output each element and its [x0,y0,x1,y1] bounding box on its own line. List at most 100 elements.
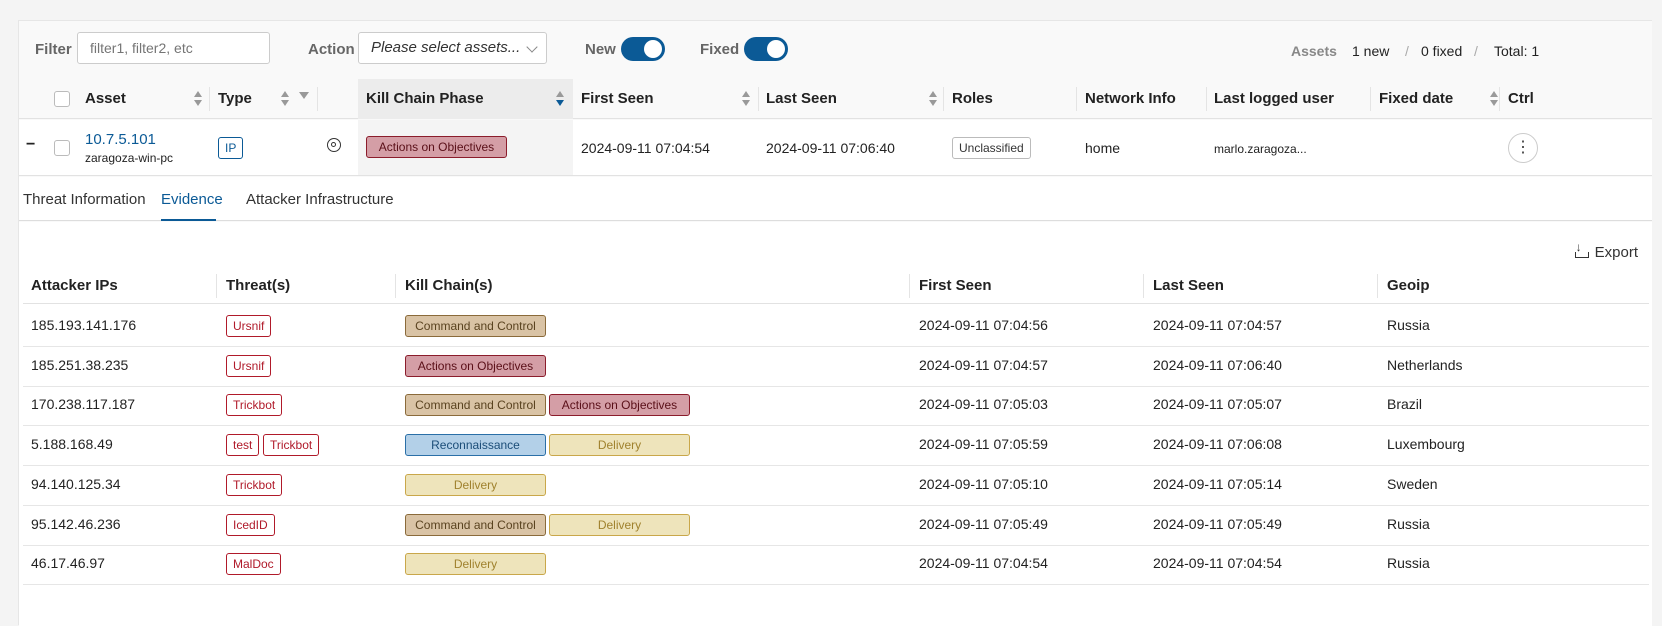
threat-badge: Trickbot [226,394,283,417]
tab-attacker-infrastructure[interactable]: Attacker Infrastructure [246,191,394,208]
kill-chain-badge: Delivery [549,434,690,457]
col-last-seen[interactable]: Last Seen [766,79,941,119]
kill-chain-badge: Delivery [549,513,690,536]
kill-chain-badge: Actions on Objectives [366,136,507,158]
evidence-last-seen: 2024-09-11 07:04:57 [1153,317,1282,333]
col-first-seen-label: First Seen [581,90,654,107]
col-last-user: Last logged user [1214,79,1364,119]
chevron-down-icon [526,41,538,53]
evidence-row: 170.238.117.187 Trickbot Command and Contr… [23,384,1649,427]
col-roles: Roles [952,79,1072,119]
col-asset-label: Asset [85,90,126,107]
geoip-link[interactable]: Brazil [1387,396,1423,413]
attacker-ip-link[interactable]: 46.17.46.97 [31,555,105,572]
col-ctrl-label: Ctrl [1508,90,1534,107]
geoip-link[interactable]: Netherlands [1387,356,1463,373]
col-threats: Threat(s) [226,277,291,294]
evidence-row: 185.193.141.176 Ursnif Command and Control… [23,305,1649,347]
col-last-user-label: Last logged user [1214,90,1335,107]
col-kill-chain[interactable]: Kill Chain Phase [358,79,573,119]
col-evidence-last-seen: Last Seen [1153,277,1224,294]
threat-badge: Ursnif [226,354,272,377]
tab-threat-information[interactable]: Threat Information [23,191,146,208]
stats-fixed: 0 fixed [1421,43,1463,59]
stats-separator: / [1405,43,1409,59]
network-info: home [1085,140,1121,156]
kill-chain-badge: Actions on Objectives [405,354,546,377]
asset-row[interactable]: − 10.7.5.101 zaragoza-win-pc IP Actions … [19,120,1652,176]
asset-first-seen: 2024-09-11 07:04:54 [581,140,710,156]
evidence-first-seen: 2024-09-11 07:05:03 [919,396,1048,413]
stats-separator: / [1474,43,1478,59]
kill-chain-cell: Actions on Objectives [358,120,573,175]
evidence-last-seen: 2024-09-11 07:05:07 [1153,396,1282,413]
evidence-last-seen: 2024-09-11 07:06:40 [1153,356,1282,373]
col-last-seen-label: Last Seen [766,90,837,107]
stats-total: Total: 1 [1494,43,1540,59]
filter-input[interactable] [77,32,270,64]
column-divider [209,87,210,111]
attacker-ip-link[interactable]: 170.238.117.187 [31,396,136,413]
attacker-ip-link[interactable]: 95.142.46.236 [31,515,121,532]
column-divider [395,274,396,298]
last-logged-user: marlo.zaragoza... [1214,142,1307,156]
action-select[interactable]: Please select assets... [358,32,547,64]
geoip-link[interactable]: Luxembourg [1387,436,1465,453]
kill-chain-badge: Reconnaissance [405,434,546,457]
column-divider [943,87,944,111]
role-badge: Unclassified [952,137,1031,159]
evidence-last-seen: 2024-09-11 07:04:54 [1153,555,1282,572]
new-toggle[interactable] [621,37,665,61]
evidence-first-seen: 2024-09-11 07:04:54 [919,555,1048,572]
col-network-label: Network Info [1085,90,1176,107]
geoip-link[interactable]: Sweden [1387,475,1438,492]
target-icon[interactable] [327,138,341,152]
export-button[interactable]: Export [1574,240,1638,261]
kill-chain-badge: Command and Control [405,315,546,337]
asset-ip-link[interactable]: 10.7.5.101 [85,131,156,148]
attacker-ip-link[interactable]: 185.193.141.176 [31,317,137,333]
evidence-panel: Export Attacker IPs Threat(s) Kill Chain… [19,222,1652,626]
column-divider [1206,87,1207,111]
col-network-info: Network Info [1085,79,1205,119]
more-actions-icon[interactable]: ⋮ [1508,133,1538,163]
col-geoip: Geoip [1387,277,1430,294]
threat-badge: IcedID [226,513,275,536]
attacker-ip-link[interactable]: 5.188.168.49 [31,436,113,453]
collapse-row-icon[interactable]: − [26,136,36,153]
asset-panel: Filter Action Please select assets... Ne… [18,20,1652,626]
evidence-first-seen: 2024-09-11 07:04:57 [919,356,1048,373]
column-divider [909,274,910,298]
attacker-ip-link[interactable]: 185.251.38.235 [31,356,129,373]
threat-badge: Trickbot [263,434,320,457]
geoip-link[interactable]: Russia [1387,515,1430,532]
export-label: Export [1594,244,1638,261]
action-select-value: Please select assets... [371,39,521,56]
select-all-checkbox[interactable] [54,91,70,107]
stats-label: Assets [1291,43,1337,59]
col-asset[interactable]: Asset [85,79,208,119]
col-fixed-date[interactable]: Fixed date [1379,79,1499,119]
kill-chain-badge: Actions on Objectives [549,394,690,417]
col-first-seen[interactable]: First Seen [581,79,756,119]
evidence-first-seen: 2024-09-11 07:05:49 [919,515,1048,532]
kill-chain-badge: Command and Control [405,513,546,536]
col-type[interactable]: Type [218,79,318,119]
kill-chain-badge: Delivery [405,553,546,576]
kill-chain-badge: Delivery [405,473,546,496]
col-attacker-ips: Attacker IPs [31,277,118,294]
evidence-last-seen: 2024-09-11 07:05:14 [1153,475,1282,492]
col-type-label: Type [218,90,252,107]
geoip-link[interactable]: Russia [1387,317,1430,333]
column-divider [1377,274,1378,298]
attacker-ip-link[interactable]: 94.140.125.34 [31,475,121,492]
geoip-link[interactable]: Russia [1387,555,1430,572]
filter-icon[interactable] [299,92,309,99]
col-evidence-first-seen: First Seen [919,277,992,294]
row-checkbox[interactable] [54,140,70,156]
fixed-toggle[interactable] [744,37,788,61]
threat-badge: Ursnif [226,315,272,337]
tab-evidence[interactable]: Evidence [161,191,223,208]
asset-hostname: zaragoza-win-pc [85,151,174,165]
evidence-first-seen: 2024-09-11 07:05:10 [919,475,1048,492]
